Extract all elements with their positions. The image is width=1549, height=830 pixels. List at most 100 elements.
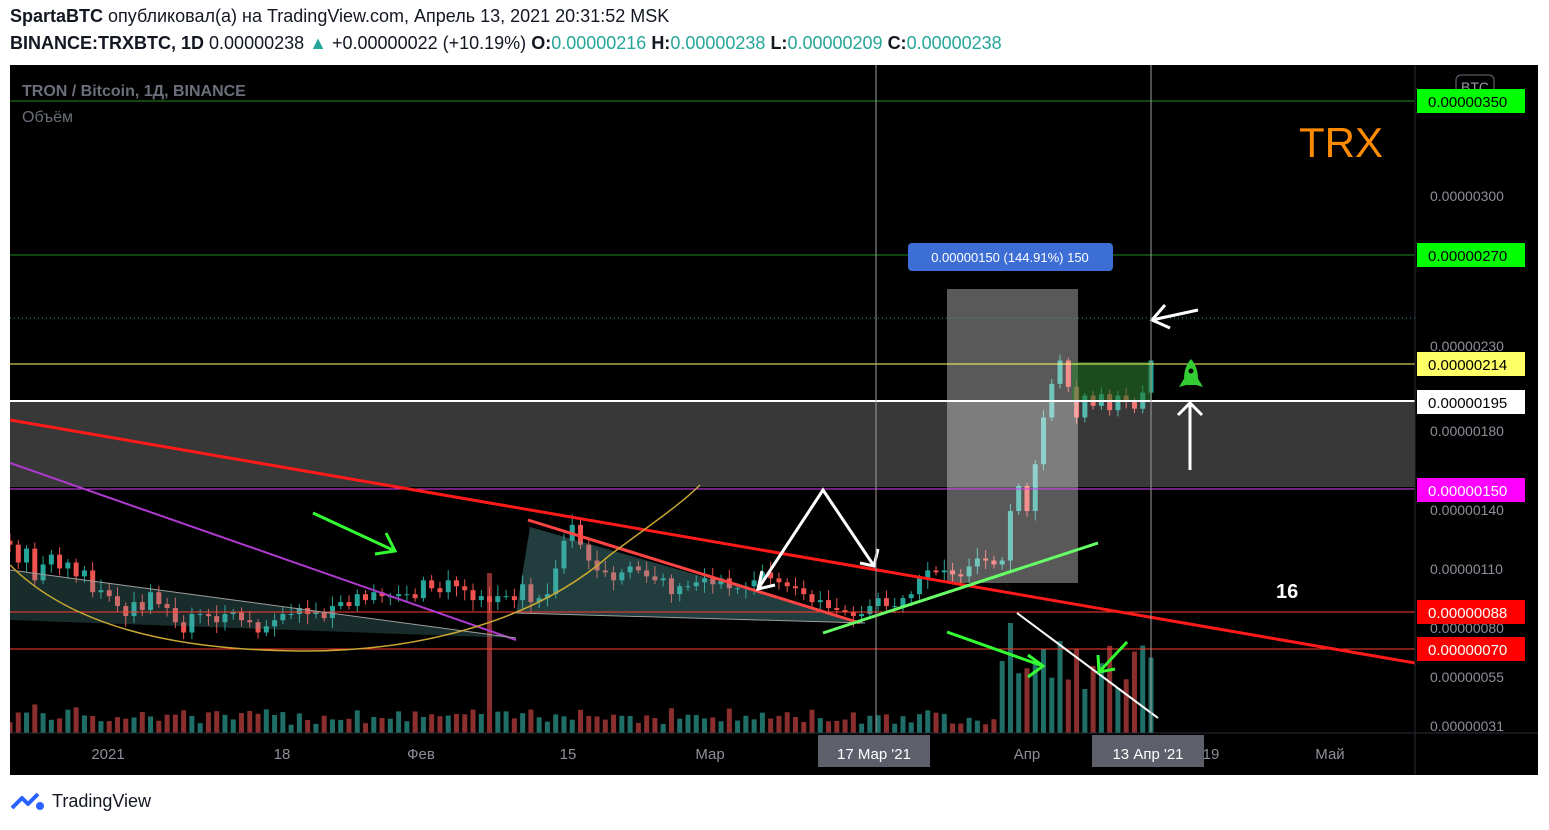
price-level-label: 0.00000195 <box>1417 390 1525 414</box>
candle <box>123 602 129 627</box>
volume-bar <box>1115 687 1121 733</box>
candle <box>999 557 1005 570</box>
x-tick-label: Мар <box>695 746 724 763</box>
candle <box>710 567 716 594</box>
volume-bar <box>751 719 757 733</box>
svg-text:Май: Май <box>1315 746 1344 763</box>
close-value: 0.00000238 <box>906 33 1002 53</box>
volume-bar <box>462 714 468 733</box>
candle <box>445 570 451 600</box>
x-tick-label: 17 Мар '21 <box>818 735 930 767</box>
candle <box>429 574 435 592</box>
candle <box>983 550 989 570</box>
svg-text:19: 19 <box>1203 746 1220 763</box>
candle <box>131 592 137 624</box>
y-tick-label: 0.00000110 <box>1430 561 1503 577</box>
candle <box>1041 410 1047 471</box>
zigzag-pattern <box>756 487 876 590</box>
candle <box>611 566 617 591</box>
volume-bar <box>437 716 443 733</box>
volume-bar <box>1007 623 1013 733</box>
volume-bar <box>503 711 509 733</box>
volume-bar <box>247 711 253 733</box>
volume-bar <box>933 712 939 733</box>
volume-bar <box>148 716 154 733</box>
chart-title: TRON / Bitcoin, 1Д, BINANCE <box>22 83 246 100</box>
low-label: L: <box>770 33 788 53</box>
volume-bar <box>743 715 749 733</box>
volume-bar <box>396 711 402 733</box>
candle <box>660 573 666 587</box>
svg-text:0.00000150: 0.00000150 <box>1428 483 1507 500</box>
candle <box>106 582 112 602</box>
symbol-line: BINANCE:TRXBTC, 1D 0.00000238 ▲ +0.00000… <box>10 33 1002 54</box>
white-arrow-up-head <box>1176 400 1204 417</box>
volume-bar <box>1032 662 1038 733</box>
volume-bar <box>1024 668 1030 733</box>
candle <box>1032 460 1038 521</box>
volume-bar <box>338 719 344 733</box>
candle <box>15 539 21 569</box>
volume-bar <box>660 723 666 733</box>
candle <box>255 619 261 639</box>
candle <box>272 613 278 637</box>
publish-line: SpartaBTC опубликовал(а) на TradingView.… <box>10 6 669 27</box>
volume-bar <box>139 711 145 733</box>
volume-bar <box>892 723 898 733</box>
price-level-label: 0.00000350 <box>1417 89 1525 113</box>
price-chart[interactable]: TRON / Bitcoin, 1Д, BINANCE Объём TRX 16… <box>10 65 1538 775</box>
candle <box>503 589 509 600</box>
svg-text:0.00000195: 0.00000195 <box>1428 395 1507 412</box>
volume-bar <box>495 711 501 733</box>
volume-bar <box>10 722 13 733</box>
svg-text:13 Апр '21: 13 Апр '21 <box>1112 746 1183 763</box>
candle <box>114 587 120 612</box>
green-arrow-volume-head <box>1027 653 1046 679</box>
candle <box>627 561 633 579</box>
candle <box>214 605 220 633</box>
volume-bar <box>98 721 104 733</box>
svg-text:18: 18 <box>274 746 291 763</box>
candle <box>1007 503 1013 571</box>
volume-bar <box>528 709 534 733</box>
volume-bar <box>817 718 823 733</box>
volume-bar <box>205 712 211 733</box>
volume-bar <box>908 722 914 733</box>
volume-bar <box>470 709 476 733</box>
triangle-base-line <box>515 612 866 624</box>
candle <box>586 539 592 570</box>
volume-bar <box>916 714 922 733</box>
measure-label: 0.00000150 (144.91%) 150 <box>931 250 1089 265</box>
volume-bar <box>974 720 980 733</box>
chart-frame[interactable]: TRON / Bitcoin, 1Д, BINANCE Объём TRX 16… <box>10 65 1538 775</box>
volume-bar <box>57 718 63 733</box>
candle <box>644 561 650 583</box>
candle <box>635 560 641 574</box>
volume-bar <box>404 721 410 733</box>
x-tick-label: 19 <box>1203 746 1220 763</box>
x-tick-label: 18 <box>274 746 291 763</box>
volume-bar <box>991 719 997 733</box>
uptrend-support-line <box>822 541 1099 635</box>
tradingview-footer[interactable]: TradingView <box>10 790 151 812</box>
candle <box>139 594 145 617</box>
svg-text:0.00000214: 0.00000214 <box>1428 357 1507 374</box>
volume-bar <box>189 715 195 733</box>
volume-bar <box>1074 649 1080 733</box>
author-name: SpartaBTC <box>10 6 104 26</box>
volume-bar <box>544 721 550 733</box>
candle <box>826 590 832 615</box>
volume-bar <box>850 712 856 733</box>
volume-label: Объём <box>22 109 73 126</box>
volume-bar <box>900 716 906 733</box>
x-tick-label: 15 <box>560 746 577 763</box>
volume-bar <box>875 715 881 733</box>
volume-bar <box>578 709 583 733</box>
candle <box>354 589 360 612</box>
volume-bar <box>966 717 972 733</box>
volume-bar <box>1131 651 1137 733</box>
volume-bar <box>73 707 79 733</box>
measure-label-bg <box>908 243 1113 271</box>
volume-bar <box>536 717 542 733</box>
candle <box>222 605 228 631</box>
